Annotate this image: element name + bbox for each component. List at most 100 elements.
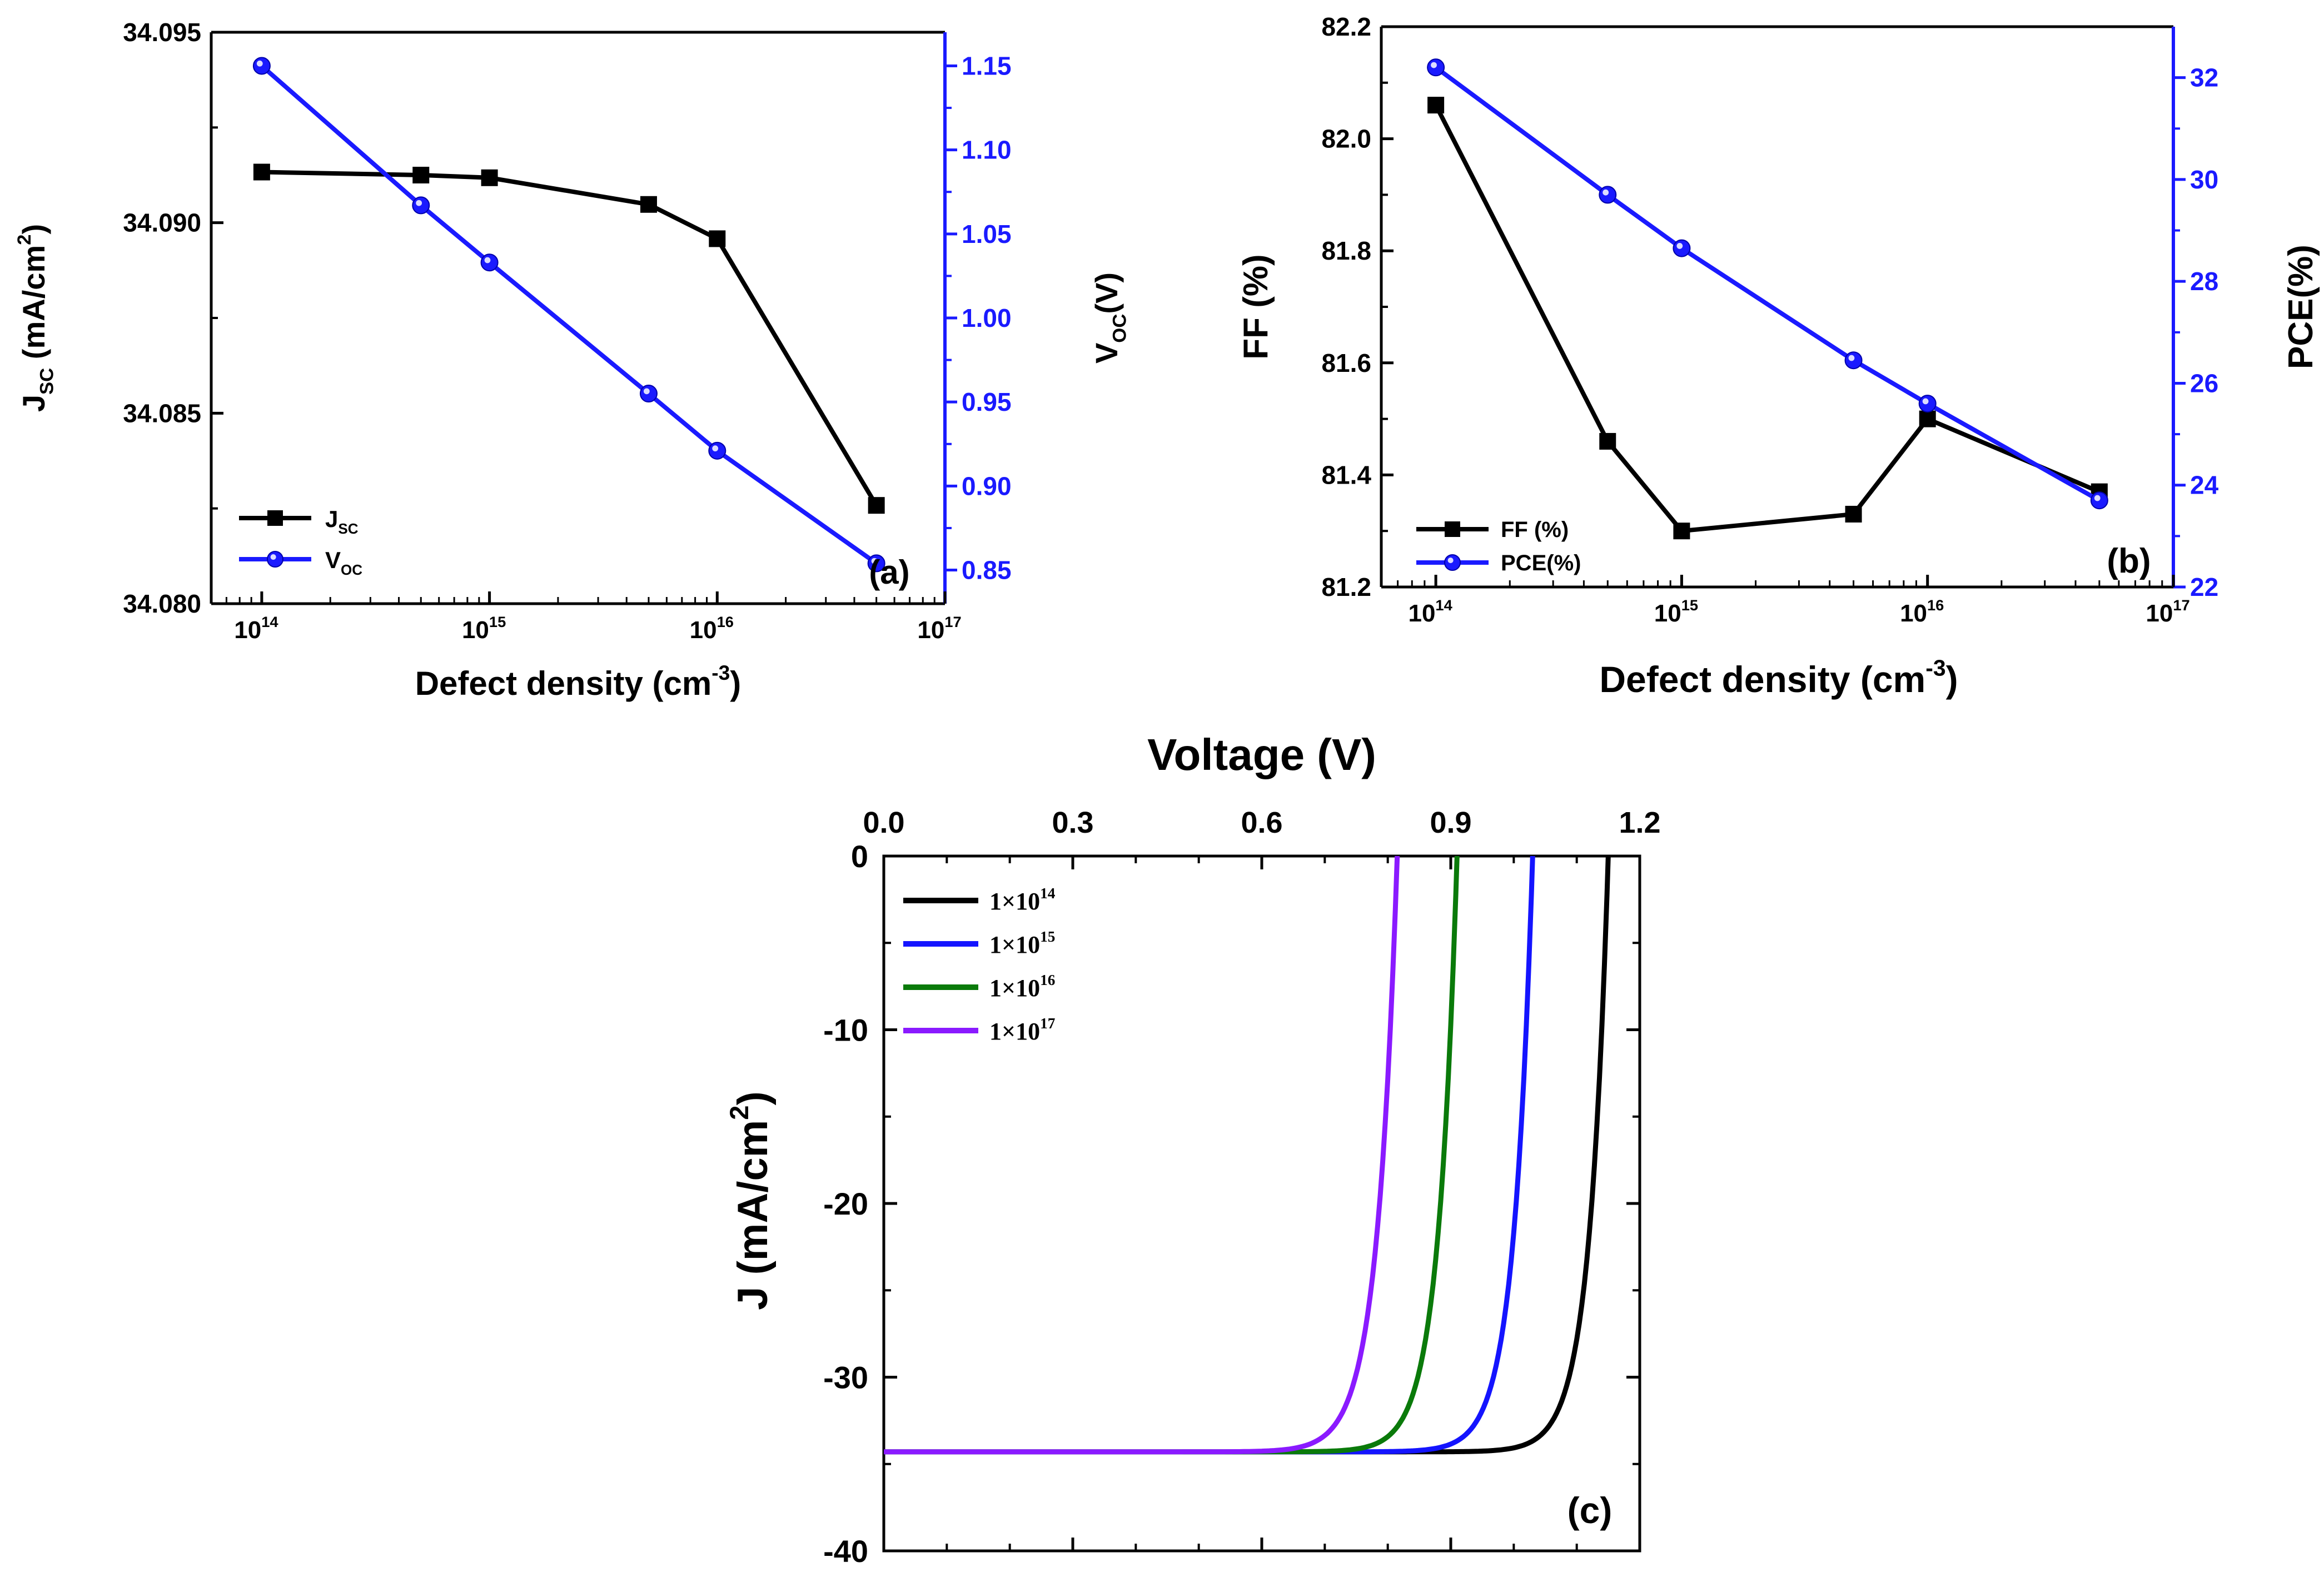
data-point-0 bbox=[640, 196, 657, 213]
jv-curve-15 bbox=[884, 855, 1535, 1455]
data-point-1-highlight bbox=[712, 445, 719, 452]
data-point-1 bbox=[1844, 351, 1863, 370]
data-point-1-highlight bbox=[256, 60, 263, 67]
data-point-1 bbox=[708, 441, 726, 460]
data-point-0 bbox=[1845, 505, 1862, 523]
y-left-tick-label: 34.095 bbox=[123, 18, 201, 47]
x-tick-label: 1014​ bbox=[1408, 596, 1452, 627]
y-right-tick-label: 1.00 bbox=[962, 304, 1012, 332]
legend-label-16: 1×1016​ bbox=[989, 972, 1055, 1002]
legend-label-jsc: JSC​ bbox=[325, 506, 359, 537]
legend-marker-pce-highlight bbox=[1447, 558, 1454, 564]
legend: FF (%) PCE(%) bbox=[1416, 518, 1581, 575]
data-point-1-highlight bbox=[1431, 62, 1437, 68]
legend-marker-jsc bbox=[267, 510, 283, 526]
x-tick-label: 1.2 bbox=[1619, 806, 1660, 839]
data-point-0 bbox=[481, 169, 498, 186]
panel-c-chart: 0.0 0.3 0.6 0.9 1.2 0 -10 -20 -30 -40 Voltage (V) J… bbox=[724, 730, 1661, 1569]
legend: JSC​ VOC​ bbox=[239, 506, 362, 578]
x-tick-label: 0.9 bbox=[1430, 806, 1471, 839]
legend-marker-pce bbox=[1444, 554, 1461, 571]
jv-curve-17 bbox=[884, 855, 1400, 1455]
panel-b-chart: 81.2 81.4 81.6 81.8 82.0 82.2 22 24 26 28 30 32 1014… bbox=[1237, 12, 2320, 700]
y-left-tick-label: 81.4 bbox=[1321, 460, 1371, 489]
legend-label-15: 1×1015​ bbox=[989, 928, 1055, 958]
series-line-1 bbox=[260, 64, 878, 565]
y-right-axis-title: PCE(%) bbox=[2282, 245, 2320, 369]
y-tick-label: -20 bbox=[823, 1186, 868, 1221]
y-left-axis-title: FF (%) bbox=[1237, 254, 1275, 359]
y-right-tick-label: 30 bbox=[2190, 165, 2218, 194]
x-tick-label: 1016​ bbox=[690, 613, 734, 644]
y-left-tick-label: 81.2 bbox=[1321, 573, 1371, 601]
y-right-tick-label: 1.15 bbox=[962, 51, 1012, 80]
y-left-tick-label: 82.0 bbox=[1321, 125, 1371, 153]
data-point-1-highlight bbox=[1603, 189, 1609, 196]
data-point-0 bbox=[1673, 523, 1690, 540]
data-point-1 bbox=[1673, 239, 1691, 257]
y-right-tick-label: 22 bbox=[2190, 573, 2218, 601]
y-tick-label: -10 bbox=[823, 1013, 868, 1048]
y-left-tick-label: 81.6 bbox=[1321, 349, 1371, 377]
data-point-0 bbox=[1427, 97, 1445, 114]
data-point-0 bbox=[1599, 432, 1616, 450]
legend-label-pce: PCE(%) bbox=[1501, 551, 1581, 575]
y-left-axis-title: JSC​ (mA/cm2​) bbox=[14, 224, 58, 412]
panel-label-a: (a) bbox=[869, 554, 909, 591]
x-tick-label: 1017​ bbox=[917, 613, 961, 644]
y-right-tick-label: 28 bbox=[2190, 267, 2218, 296]
data-point-1 bbox=[1427, 58, 1445, 77]
panel-label-b: (b) bbox=[2107, 542, 2151, 580]
legend-marker-voc-highlight bbox=[270, 554, 276, 560]
series-line-0 bbox=[261, 170, 879, 507]
y-right-tick-label: 0.90 bbox=[962, 471, 1012, 500]
data-point-1-highlight bbox=[484, 257, 491, 263]
series-line-1 bbox=[1434, 66, 2101, 503]
x-tick-label: 1014​ bbox=[234, 613, 278, 644]
legend-label-ff: FF (%) bbox=[1501, 518, 1569, 542]
data-point-1 bbox=[1918, 395, 1937, 413]
legend-label-voc: VOC​ bbox=[325, 547, 362, 578]
legend-label-17: 1×1017​ bbox=[989, 1015, 1055, 1045]
data-point-1-highlight bbox=[2094, 495, 2101, 501]
data-point-1-highlight bbox=[1676, 243, 1683, 249]
x-tick-label: 0.6 bbox=[1241, 806, 1282, 839]
x-tick-label: 0.3 bbox=[1052, 806, 1093, 839]
data-point-1-highlight bbox=[416, 200, 422, 206]
x-axis-title: Voltage (V) bbox=[1147, 730, 1376, 779]
data-point-0 bbox=[709, 230, 726, 247]
data-point-0 bbox=[253, 163, 270, 181]
y-right-tick-label: 1.05 bbox=[962, 220, 1012, 248]
data-point-0 bbox=[1919, 410, 1936, 427]
x-tick-label: 1015​ bbox=[462, 613, 506, 644]
y-left-tick-label: 34.085 bbox=[123, 399, 201, 427]
y-tick-label: 0 bbox=[851, 839, 868, 874]
data-point-1 bbox=[480, 253, 499, 272]
data-point-1 bbox=[639, 385, 658, 403]
y-right-tick-label: 24 bbox=[2190, 471, 2219, 500]
y-right-tick-label: 32 bbox=[2190, 63, 2218, 92]
x-axis-title: Defect density (cm-3​) bbox=[415, 661, 742, 702]
x-tick-label: 1017​ bbox=[2146, 596, 2189, 627]
y-axis-title: J (mA/cm2​) bbox=[724, 1091, 777, 1310]
y-right-tick-label: 1.10 bbox=[962, 136, 1012, 165]
y-left-tick-label: 82.2 bbox=[1321, 12, 1371, 41]
data-point-0 bbox=[868, 497, 885, 514]
legend-marker-voc bbox=[267, 551, 283, 568]
y-left-tick-label: 81.8 bbox=[1321, 236, 1371, 265]
panel-label-c: (c) bbox=[1567, 1490, 1613, 1531]
legend-marker-ff bbox=[1445, 521, 1460, 537]
y-left-tick-label: 34.090 bbox=[123, 208, 201, 237]
data-point-1-highlight bbox=[871, 558, 878, 564]
x-tick-label: 1016​ bbox=[1900, 596, 1944, 627]
data-point-1 bbox=[2090, 491, 2108, 510]
data-point-1-highlight bbox=[643, 388, 650, 395]
panel-a-chart: 34.080 34.085 34.090 34.095 0.85 0.90 0.95 1.00… bbox=[14, 18, 1131, 702]
data-point-1 bbox=[252, 57, 271, 75]
data-point-1 bbox=[412, 196, 430, 215]
legend-label-14: 1×1014​ bbox=[989, 885, 1056, 915]
x-tick-label: 0.0 bbox=[863, 806, 904, 839]
x-axis-title: Defect density (cm-3​) bbox=[1599, 655, 1958, 700]
y-left-tick-label: 34.080 bbox=[123, 589, 201, 618]
